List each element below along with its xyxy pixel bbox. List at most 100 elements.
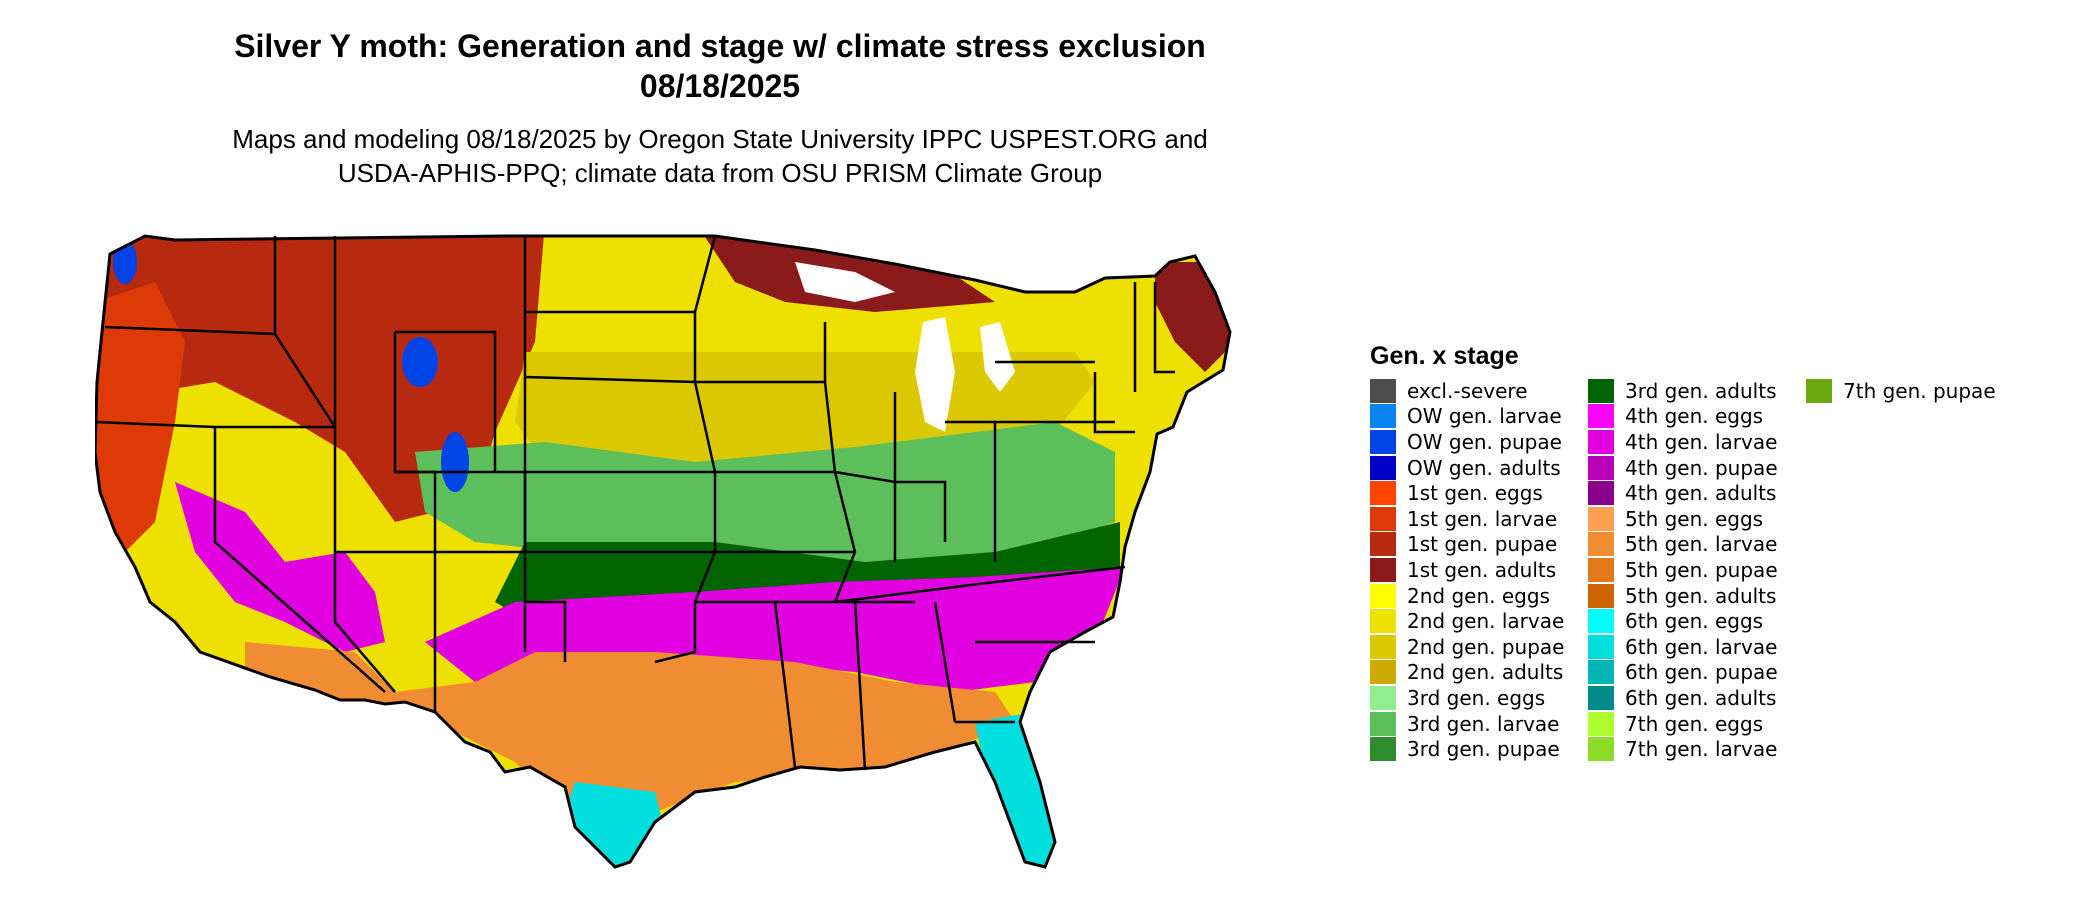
- legend-label: 7th gen. pupae: [1843, 378, 1996, 403]
- legend-item: 3rd gen. larvae: [1370, 711, 1559, 737]
- legend-swatch: [1806, 378, 1832, 403]
- legend-swatch: [1370, 737, 1396, 762]
- legend-label: OW gen. pupae: [1407, 429, 1562, 454]
- legend-item: OW gen. larvae: [1370, 404, 1562, 430]
- legend-label: 3rd gen. eggs: [1407, 685, 1546, 710]
- legend-swatch: [1370, 685, 1396, 710]
- legend-swatch: [1588, 737, 1614, 762]
- legend-label: 4th gen. eggs: [1625, 404, 1764, 429]
- legend-swatch: [1370, 506, 1396, 531]
- legend-label: 5th gen. eggs: [1625, 506, 1764, 531]
- legend-swatch: [1588, 634, 1614, 659]
- legend-label: 6th gen. pupae: [1625, 660, 1778, 685]
- legend-item: 6th gen. adults: [1588, 685, 1776, 711]
- legend-item: 3rd gen. eggs: [1370, 685, 1545, 711]
- legend-label: 1st gen. pupae: [1407, 532, 1558, 557]
- legend-swatch: [1370, 557, 1396, 582]
- legend-item: 2nd gen. pupae: [1370, 634, 1564, 660]
- legend-swatch: [1588, 404, 1614, 429]
- legend-label: 1st gen. larvae: [1407, 506, 1558, 531]
- legend-swatch: [1370, 481, 1396, 506]
- legend-item: 5th gen. pupae: [1588, 557, 1778, 583]
- map-title-date: 08/18/2025: [639, 68, 801, 104]
- legend-label: 3rd gen. larvae: [1407, 711, 1560, 736]
- map-subtitle-line2: USDA-APHIS-PPQ; climate data from OSU PR…: [337, 158, 1103, 188]
- legend-label: 6th gen. adults: [1625, 685, 1777, 710]
- legend-item: 5th gen. adults: [1588, 583, 1776, 609]
- map-region-florida: [975, 712, 1060, 867]
- legend-label: 7th gen. larvae: [1625, 737, 1778, 762]
- legend-label: excl.-severe: [1407, 378, 1528, 403]
- legend-item: 2nd gen. eggs: [1370, 583, 1550, 609]
- legend-swatch: [1370, 609, 1396, 634]
- legend-swatch: [1370, 429, 1396, 454]
- map-region-midwest: [415, 422, 1115, 572]
- legend-swatch: [1588, 506, 1614, 531]
- legend-item: excl.-severe: [1370, 378, 1528, 404]
- us-map: [95, 234, 1232, 869]
- legend-item: 4th gen. pupae: [1588, 455, 1778, 481]
- legend-label: 4th gen. larvae: [1625, 429, 1778, 454]
- legend-label: OW gen. adults: [1407, 455, 1561, 480]
- legend-label: 1st gen. eggs: [1407, 481, 1543, 506]
- legend-item: 3rd gen. pupae: [1370, 736, 1560, 762]
- legend-swatch: [1370, 711, 1396, 736]
- legend-item: 5th gen. larvae: [1588, 532, 1777, 558]
- legend-entries: excl.-severe OW gen. larvae OW gen. pupae O…: [1370, 378, 2090, 818]
- legend-swatch: [1588, 583, 1614, 608]
- map-region-southeast: [425, 567, 1125, 692]
- country-outline: [95, 234, 1232, 869]
- state-boundaries: [95, 235, 1175, 771]
- legend-item: 2nd gen. larvae: [1370, 608, 1564, 634]
- legend-item: OW gen. pupae: [1370, 429, 1562, 455]
- map-region-north-rockies: [95, 236, 545, 522]
- legend-swatch: [1370, 660, 1396, 685]
- legend-title: Gen. x stage: [1370, 342, 1519, 370]
- legend-label: 5th gen. pupae: [1625, 557, 1778, 582]
- legend-label: 5th gen. adults: [1625, 583, 1777, 608]
- legend-swatch: [1588, 660, 1614, 685]
- legend-swatch: [1588, 609, 1614, 634]
- legend-label: 7th gen. eggs: [1625, 711, 1764, 736]
- legend-swatch: [1588, 685, 1614, 710]
- legend-label: 2nd gen. eggs: [1407, 583, 1550, 608]
- legend-item: 1st gen. eggs: [1370, 480, 1543, 506]
- legend-swatch: [1588, 711, 1614, 736]
- legend-label: 2nd gen. pupae: [1407, 634, 1565, 659]
- map-region-ow-gen-rockies: [402, 337, 438, 387]
- legend-item: 5th gen. eggs: [1588, 506, 1763, 532]
- legend-swatch: [1588, 378, 1614, 403]
- legend-swatch: [1370, 532, 1396, 557]
- legend-label: 4th gen. pupae: [1625, 455, 1778, 480]
- legend-item: 1st gen. pupae: [1370, 532, 1557, 558]
- legend-swatch: [1370, 404, 1396, 429]
- legend-label: 6th gen. larvae: [1625, 634, 1778, 659]
- legend-item: 1st gen. adults: [1370, 557, 1556, 583]
- map-subtitle-line1: Maps and modeling 08/18/2025 by Oregon S…: [232, 124, 1208, 154]
- legend-item: 2nd gen. adults: [1370, 660, 1563, 686]
- legend-label: 1st gen. adults: [1407, 557, 1557, 582]
- legend-label: 6th gen. eggs: [1625, 609, 1764, 634]
- legend-item: 7th gen. larvae: [1588, 736, 1777, 762]
- legend-swatch: [1370, 378, 1396, 403]
- legend-item: 3rd gen. adults: [1588, 378, 1776, 404]
- legend-label: 3rd gen. adults: [1625, 378, 1777, 403]
- legend-item: 6th gen. larvae: [1588, 634, 1777, 660]
- legend-item: 4th gen. larvae: [1588, 429, 1777, 455]
- map-region-lake-superior: [795, 262, 895, 302]
- legend-label: 2nd gen. larvae: [1407, 609, 1565, 634]
- map-region-lake-huron: [980, 322, 1015, 392]
- legend-label: 2nd gen. adults: [1407, 660, 1564, 685]
- legend-label: 5th gen. larvae: [1625, 532, 1778, 557]
- legend-item: 6th gen. pupae: [1588, 660, 1778, 686]
- map-region-west-coast: [95, 282, 185, 552]
- map-region-gulf: [245, 642, 1015, 832]
- legend-swatch: [1370, 634, 1396, 659]
- map-region-ow-gen-colorado: [441, 432, 469, 492]
- legend-item: OW gen. adults: [1370, 455, 1561, 481]
- legend-item: 7th gen. eggs: [1588, 711, 1763, 737]
- legend-swatch: [1588, 455, 1614, 480]
- legend-item: 7th gen. pupae: [1806, 378, 1996, 404]
- legend-label: 3rd gen. pupae: [1407, 737, 1560, 762]
- map-region-southwest-4th-gen: [175, 482, 385, 652]
